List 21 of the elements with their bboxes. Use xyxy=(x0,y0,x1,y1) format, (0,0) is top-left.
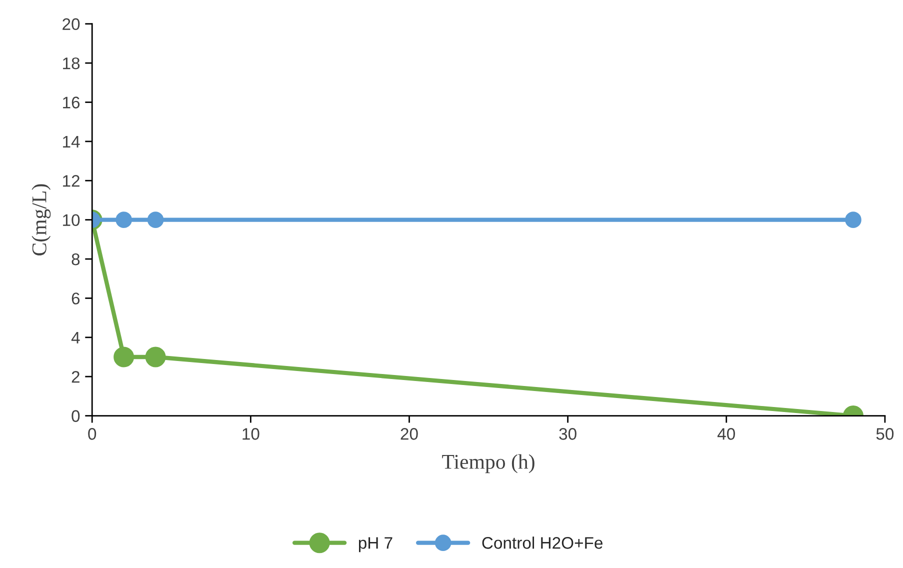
y-tick-label: 14 xyxy=(63,136,80,148)
x-tick-label: 40 xyxy=(717,428,735,440)
legend-label: pH 7 xyxy=(358,537,392,552)
x-tick-label: 30 xyxy=(559,428,576,440)
y-tick-label: 10 xyxy=(63,214,80,226)
y-tick-label: 12 xyxy=(63,175,80,187)
x-tick-label: 20 xyxy=(400,428,418,440)
y-tick-label: 8 xyxy=(72,253,80,266)
y-axis-title: C(mg/L) xyxy=(32,184,51,256)
y-tick-label: 6 xyxy=(72,292,80,304)
y-tick-label: 16 xyxy=(63,96,80,108)
y-tick-label: 0 xyxy=(72,410,80,422)
x-tick-label: 10 xyxy=(242,428,260,440)
y-tick-label: 20 xyxy=(62,18,80,30)
legend-label: Control H2O+Fe xyxy=(482,536,602,549)
y-tick-label: 18 xyxy=(63,57,80,70)
x-tick-label: 50 xyxy=(876,428,894,440)
x-axis-title: Tiempo (h) xyxy=(442,454,534,474)
x-tick-label: 0 xyxy=(88,428,96,440)
y-tick-label: 4 xyxy=(71,332,80,344)
y-tick-label: 2 xyxy=(72,370,80,383)
